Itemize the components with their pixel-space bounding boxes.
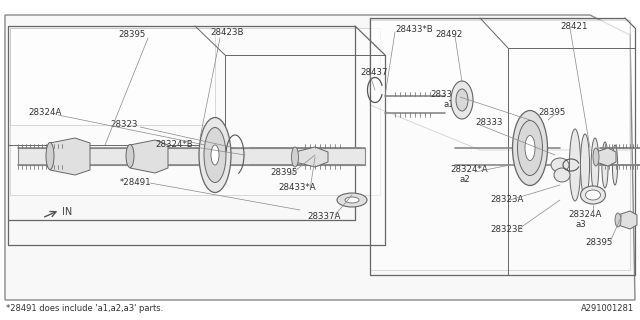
Ellipse shape	[513, 110, 547, 186]
Ellipse shape	[291, 147, 298, 167]
Text: 28337A: 28337A	[307, 212, 340, 221]
Ellipse shape	[456, 89, 468, 111]
Polygon shape	[370, 20, 630, 270]
Text: 28324*A: 28324*A	[450, 165, 488, 174]
Text: *28491: *28491	[120, 178, 152, 187]
Ellipse shape	[612, 145, 618, 185]
Ellipse shape	[580, 134, 589, 196]
Text: a3: a3	[575, 220, 586, 229]
Text: 28323: 28323	[110, 120, 138, 129]
Text: 28323A: 28323A	[490, 195, 524, 204]
Text: a2: a2	[460, 175, 471, 184]
Text: *28491 does include 'a1,a2,a3' parts.: *28491 does include 'a1,a2,a3' parts.	[6, 304, 163, 313]
Polygon shape	[618, 211, 637, 229]
Text: a1: a1	[443, 100, 454, 109]
Text: A291001281: A291001281	[581, 304, 634, 313]
Text: 28423B: 28423B	[210, 28, 243, 37]
Polygon shape	[10, 28, 215, 125]
Ellipse shape	[204, 127, 226, 182]
Polygon shape	[130, 140, 168, 173]
Text: 28335: 28335	[430, 90, 458, 99]
Ellipse shape	[199, 117, 231, 193]
Ellipse shape	[615, 213, 621, 227]
Ellipse shape	[211, 145, 219, 165]
Text: 28433*A: 28433*A	[278, 183, 316, 192]
Ellipse shape	[451, 81, 473, 119]
Text: 28395: 28395	[118, 30, 145, 39]
Ellipse shape	[593, 148, 599, 166]
Ellipse shape	[586, 190, 600, 200]
Polygon shape	[5, 15, 635, 300]
Ellipse shape	[525, 135, 535, 161]
Text: 28395: 28395	[270, 168, 298, 177]
Text: 28492: 28492	[435, 30, 462, 39]
Text: 28324A: 28324A	[28, 108, 61, 117]
Text: 28395: 28395	[585, 238, 612, 247]
Polygon shape	[10, 28, 380, 195]
Ellipse shape	[518, 121, 543, 175]
Ellipse shape	[337, 193, 367, 207]
Polygon shape	[295, 147, 328, 167]
Polygon shape	[50, 138, 90, 175]
Ellipse shape	[591, 138, 599, 192]
Ellipse shape	[126, 145, 134, 167]
Polygon shape	[370, 20, 630, 150]
Ellipse shape	[554, 168, 570, 182]
Ellipse shape	[46, 142, 54, 170]
Ellipse shape	[551, 158, 569, 172]
Ellipse shape	[580, 186, 605, 204]
Text: 28324A: 28324A	[568, 210, 602, 219]
Text: IN: IN	[62, 207, 72, 217]
Ellipse shape	[345, 197, 359, 203]
Ellipse shape	[570, 129, 580, 201]
Text: 28437: 28437	[360, 68, 387, 77]
Text: 28395: 28395	[538, 108, 565, 117]
Text: 28324*B: 28324*B	[155, 140, 193, 149]
Text: 28323E: 28323E	[490, 225, 523, 234]
Text: 28421: 28421	[560, 22, 588, 31]
Text: 28433*B: 28433*B	[395, 25, 433, 34]
Ellipse shape	[602, 142, 608, 188]
Polygon shape	[596, 148, 616, 166]
Text: 28333: 28333	[475, 118, 502, 127]
Polygon shape	[18, 148, 365, 165]
